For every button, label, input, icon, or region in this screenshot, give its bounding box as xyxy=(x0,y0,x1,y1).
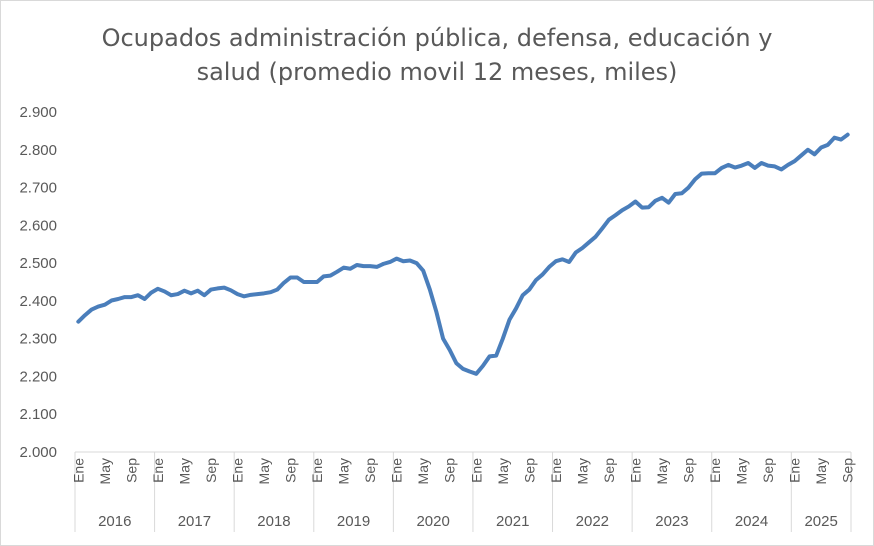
year-label: 2020 xyxy=(416,513,449,530)
series-layer xyxy=(76,132,850,376)
month-label: Ene xyxy=(150,458,166,483)
month-label: Ene xyxy=(389,458,405,483)
month-label: May xyxy=(813,458,829,484)
month-label: Ene xyxy=(229,458,245,483)
series-line xyxy=(76,132,850,376)
y-axis-tick-labels: 2.000 2.100 2.200 2.300 2.400 2.500 2.600 2.700… xyxy=(19,104,57,461)
month-label: Ene xyxy=(787,458,803,483)
month-label: May xyxy=(415,458,431,484)
year-label: 2016 xyxy=(98,513,131,530)
month-label: Sep xyxy=(681,458,697,483)
month-label: Sep xyxy=(840,458,856,483)
month-label: May xyxy=(654,458,670,484)
month-label: May xyxy=(734,458,750,484)
month-label: Sep xyxy=(442,458,458,483)
month-label: Sep xyxy=(283,458,299,483)
y-tick-label: 2.900 xyxy=(19,104,57,121)
y-tick-label: 2.000 xyxy=(19,444,57,461)
month-label: May xyxy=(574,458,590,484)
y-tick-label: 2.100 xyxy=(19,406,57,423)
y-tick-label: 2.700 xyxy=(19,180,57,197)
month-label: May xyxy=(176,458,192,484)
month-label: Ene xyxy=(468,458,484,483)
month-label: Ene xyxy=(548,458,564,483)
year-label: 2025 xyxy=(804,513,837,530)
month-label: May xyxy=(97,458,113,484)
year-label: 2022 xyxy=(576,513,609,530)
y-tick-label: 2.300 xyxy=(19,331,57,348)
month-label: Ene xyxy=(309,458,325,483)
month-label: Ene xyxy=(70,458,86,483)
month-label: Ene xyxy=(707,458,723,483)
month-label: May xyxy=(336,458,352,484)
x-axis: 2016 Ene May Sep 2017 Ene May Sep 2018 Ene May Sep 2… xyxy=(70,451,856,532)
month-label: Sep xyxy=(601,458,617,483)
month-label: May xyxy=(256,458,272,484)
month-label: May xyxy=(495,458,511,484)
month-label: Sep xyxy=(521,458,537,483)
month-label: Sep xyxy=(203,458,219,483)
y-tick-label: 2.600 xyxy=(19,217,57,234)
y-tick-label: 2.800 xyxy=(19,142,57,159)
chart-title-line-2: salud (promedio movil 12 meses, miles) xyxy=(197,58,678,86)
month-label: Sep xyxy=(760,458,776,483)
chart-title-line-1: Ocupados administración pública, defensa… xyxy=(102,24,773,52)
year-label: 2023 xyxy=(655,513,688,530)
year-label: 2018 xyxy=(257,513,290,530)
y-tick-label: 2.400 xyxy=(19,293,57,310)
year-label: 2017 xyxy=(178,513,211,530)
year-label: 2024 xyxy=(735,513,768,530)
month-label: Sep xyxy=(123,458,139,483)
month-label: Sep xyxy=(362,458,378,483)
year-label: 2021 xyxy=(496,513,529,530)
y-tick-label: 2.200 xyxy=(19,368,57,385)
year-label: 2019 xyxy=(337,513,370,530)
month-label: Ene xyxy=(627,458,643,483)
y-tick-label: 2.500 xyxy=(19,255,57,272)
